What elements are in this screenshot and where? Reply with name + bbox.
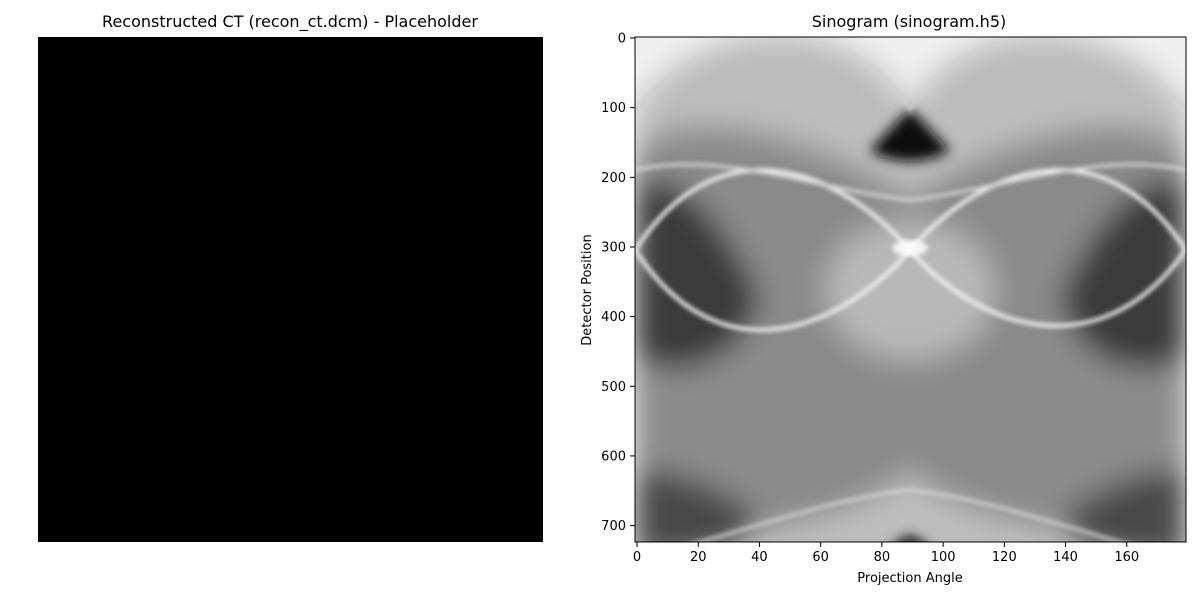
x-tick-label: 0: [633, 550, 641, 565]
y-tick-label: 600: [601, 449, 626, 464]
x-tick-label: 60: [812, 550, 829, 565]
sinogram-image: [635, 35, 1186, 600]
x-tick-label: 140: [1053, 550, 1078, 565]
y-tick-label: 100: [601, 101, 626, 116]
y-tick-label: 200: [601, 171, 626, 186]
y-tick-label: 0: [618, 32, 626, 47]
x-tick-label: 120: [992, 550, 1017, 565]
x-tick-label: 80: [874, 550, 891, 565]
y-tick-label: 400: [601, 310, 626, 325]
x-tick-label: 40: [751, 550, 768, 565]
y-axis-label: Detector Position: [580, 234, 595, 345]
y-tick-label: 300: [601, 240, 626, 255]
x-axis-label: Projection Angle: [857, 571, 962, 586]
x-tick-label: 160: [1114, 550, 1139, 565]
y-tick-label: 700: [601, 519, 626, 534]
y-tick-label: 500: [601, 380, 626, 395]
x-tick-label: 100: [931, 550, 956, 565]
x-tick-label: 20: [690, 550, 707, 565]
